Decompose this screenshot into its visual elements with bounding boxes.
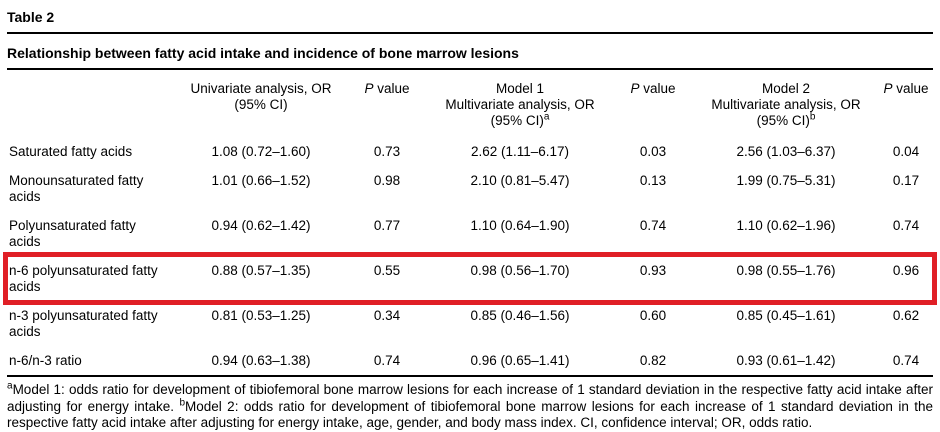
cell-p-value-1: 0.77 [373, 218, 401, 233]
cell-model1-or: 0.85 (0.46–1.56) [470, 308, 570, 323]
cell-model1-or: 0.98 (0.56–1.70) [470, 263, 570, 278]
results-table: Univariate analysis, OR (95% CI) P value … [3, 70, 937, 377]
cell-model1-or: 2.10 (0.81–5.47) [470, 173, 570, 188]
cell-p-value-2: 0.60 [639, 308, 667, 323]
cell-p-value-2: 0.93 [639, 263, 667, 278]
cell-univariate-or: 1.08 (0.72–1.60) [211, 144, 311, 159]
header-row: Univariate analysis, OR (95% CI) P value … [7, 70, 933, 137]
cell-model1-or: 1.10 (0.64–1.90) [470, 218, 570, 233]
cell-univariate-or: 0.88 (0.57–1.35) [211, 263, 311, 278]
cell-p-value-2: 0.13 [639, 173, 667, 188]
cell-p-value-2: 0.82 [639, 353, 667, 368]
row-label: Saturated fatty acids [9, 144, 133, 159]
table-row: Saturated fatty acids 1.08 (0.72–1.60) 0… [7, 137, 933, 166]
cell-univariate-or: 0.94 (0.63–1.38) [211, 353, 311, 368]
table-title: Relationship between fatty acid intake a… [7, 45, 933, 70]
header-p-value-2: P value [630, 81, 676, 96]
row-label: n-6 polyunsaturated fatty acids [9, 263, 158, 294]
cell-univariate-or: 0.81 (0.53–1.25) [211, 308, 311, 323]
cell-model2-or: 0.85 (0.45–1.61) [736, 308, 836, 323]
cell-p-value-2: 0.74 [639, 218, 667, 233]
row-label: Monounsaturated fatty acids [9, 173, 144, 204]
header-univariate: Univariate analysis, OR (95% CI) [190, 81, 332, 112]
footnote: aModel 1: odds ratio for development of … [7, 380, 933, 430]
table-row-highlighted: n-6 polyunsaturated fatty acids 0.88 (0.… [3, 252, 937, 305]
cell-model2-or: 0.98 (0.55–1.76) [736, 263, 836, 278]
header-model2: Model 2 Multivariate analysis, OR (95% CI)… [711, 81, 861, 128]
header-empty [7, 70, 175, 137]
row-label: n-3 polyunsaturated fatty acids [9, 308, 158, 339]
cell-model2-or: 1.99 (0.75–5.31) [736, 173, 836, 188]
cell-model2-or: 2.56 (1.03–6.37) [736, 144, 836, 159]
table-row: Polyunsaturated fatty acids 0.94 (0.62–1… [7, 211, 933, 256]
cell-p-value-1: 0.34 [373, 308, 401, 323]
cell-p-value-1: 0.74 [373, 353, 401, 368]
cell-p-value-1: 0.98 [373, 173, 401, 188]
cell-p-value-3: 0.74 [892, 353, 920, 368]
cell-p-value-3: 0.96 [892, 263, 920, 278]
cell-p-value-1: 0.73 [373, 144, 401, 159]
cell-model1-or: 2.62 (1.11–6.17) [470, 144, 570, 159]
table-row: n-3 polyunsaturated fatty acids 0.81 (0.… [7, 301, 933, 346]
row-label: n-6/n-3 ratio [9, 353, 82, 368]
cell-p-value-3: 0.62 [892, 308, 920, 323]
cell-p-value-3: 0.74 [892, 218, 920, 233]
table-row: Monounsaturated fatty acids 1.01 (0.66–1… [7, 166, 933, 211]
header-p-value-1: P value [364, 81, 410, 96]
cell-model2-or: 1.10 (0.62–1.96) [736, 218, 836, 233]
cell-p-value-3: 0.04 [892, 144, 920, 159]
row-label: Polyunsaturated fatty acids [9, 218, 136, 249]
table-label: Table 2 [7, 7, 933, 34]
cell-p-value-1: 0.55 [373, 263, 401, 278]
table-row: n-6/n-3 ratio 0.94 (0.63–1.38) 0.74 0.96… [7, 346, 933, 376]
header-model1: Model 1 Multivariate analysis, OR (95% CI)… [445, 81, 595, 128]
cell-model2-or: 0.93 (0.61–1.42) [736, 353, 836, 368]
cell-p-value-2: 0.03 [639, 144, 667, 159]
cell-univariate-or: 1.01 (0.66–1.52) [211, 173, 311, 188]
cell-model1-or: 0.96 (0.65–1.41) [470, 353, 570, 368]
header-p-value-3: P value [883, 81, 929, 96]
cell-p-value-3: 0.17 [892, 173, 920, 188]
cell-univariate-or: 0.94 (0.62–1.42) [211, 218, 311, 233]
